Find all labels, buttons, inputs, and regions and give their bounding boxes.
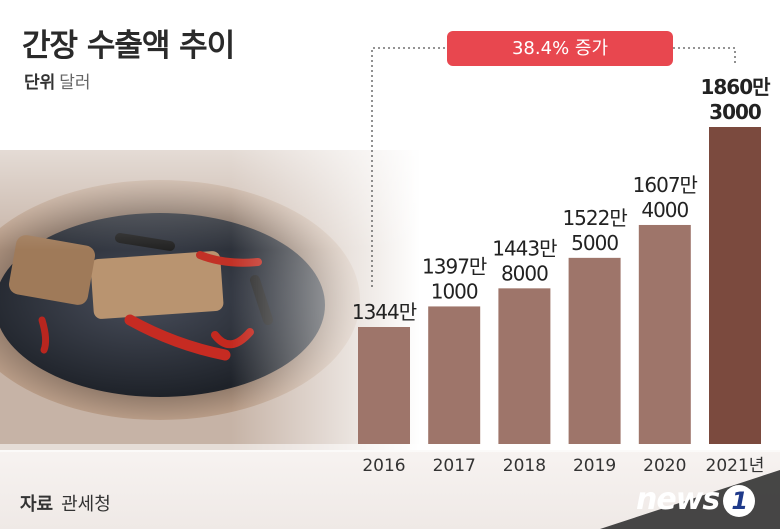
bar-2019 (568, 257, 621, 444)
bar-2016 (358, 327, 410, 444)
news1-logo: news 1 (636, 482, 756, 517)
x-tick-label: 2020 (643, 456, 686, 476)
data-label: 3000 (709, 100, 761, 124)
unit-note: 단위 달러 (24, 68, 91, 93)
x-tick-label: 2021년 (706, 456, 765, 476)
data-label: 8000 (501, 261, 548, 285)
data-label: 5000 (571, 231, 618, 255)
data-label: 1397만 (422, 254, 487, 278)
source-note: 자료 관세청 (20, 490, 111, 516)
bar-2021년 (709, 127, 761, 444)
chart-title: 간장 수출액 추이 (22, 28, 235, 64)
bar-2018 (498, 288, 551, 444)
source-value: 관세청 (61, 494, 111, 515)
data-label: 1607만 (633, 173, 698, 197)
data-label: 1522만 (562, 206, 627, 230)
x-tick-label: 2018 (503, 456, 546, 476)
data-label: 1860만 (700, 75, 771, 99)
logo-mark: 1 (723, 484, 756, 517)
source-label: 자료 (20, 494, 54, 515)
x-tick-label: 2017 (433, 456, 476, 476)
data-label: 4000 (641, 198, 688, 222)
x-tick-label: 2016 (362, 456, 405, 476)
bar-2017 (428, 306, 481, 444)
x-tick-label: 2019 (573, 456, 616, 476)
bar-2020 (638, 224, 691, 444)
growth-bracket (371, 47, 736, 287)
unit-value: 달러 (59, 73, 91, 93)
growth-badge: 38.4% 증가 (447, 31, 673, 66)
data-label: 1443만 (492, 236, 557, 260)
data-label: 1000 (431, 279, 478, 303)
data-label: 1344만 (352, 300, 417, 324)
logo-text: news (636, 482, 720, 517)
unit-label: 단위 (24, 73, 56, 93)
